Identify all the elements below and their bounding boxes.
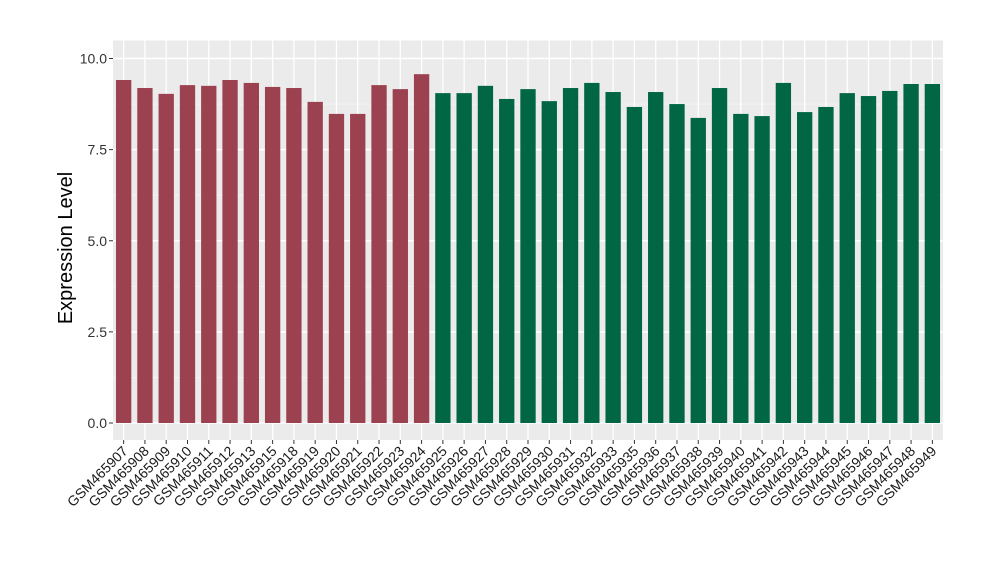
bar-GSM465931 <box>562 88 579 423</box>
bar-GSM465941 <box>754 116 770 423</box>
bar-GSM465938 <box>690 117 706 423</box>
y-tick-label: 2.5 <box>88 324 108 340</box>
bar-GSM465930 <box>541 101 557 424</box>
bar-GSM465911 <box>201 85 217 424</box>
bar-GSM465932 <box>584 82 600 423</box>
bar-GSM465949 <box>924 84 941 423</box>
y-tick-label: 0.0 <box>88 415 108 431</box>
bar-GSM465912 <box>222 80 238 424</box>
bar-GSM465915 <box>264 86 281 423</box>
bar-GSM465908 <box>137 88 153 423</box>
bar-GSM465943 <box>797 112 813 424</box>
bar-GSM465947 <box>882 90 898 424</box>
bar-GSM465923 <box>392 89 408 424</box>
x-axis: GSM465907GSM465908GSM465909GSM465910GSM4… <box>64 440 940 510</box>
bar-GSM465909 <box>158 93 174 423</box>
bar-GSM465929 <box>520 89 536 424</box>
y-tick-label: 7.5 <box>88 142 108 158</box>
bar-GSM465948 <box>903 84 919 423</box>
bar-GSM465935 <box>626 106 643 423</box>
bar-GSM465940 <box>733 113 749 424</box>
bar-GSM465936 <box>648 92 664 423</box>
bar-GSM465920 <box>328 113 345 424</box>
bar-GSM465907 <box>115 80 132 424</box>
bar-GSM465918 <box>286 88 302 423</box>
y-axis: 0.0 2.5 5.0 7.5 10.0 <box>80 51 113 431</box>
bar-GSM465939 <box>711 88 728 423</box>
bar-GSM465926 <box>456 93 472 423</box>
bar-GSM465925 <box>435 93 451 423</box>
bar-GSM465919 <box>307 101 323 424</box>
bar-GSM465927 <box>477 85 494 424</box>
y-tick-label: 5.0 <box>88 233 108 249</box>
bar-GSM465913 <box>243 82 259 423</box>
y-axis-label: Expression Level <box>55 172 77 324</box>
bar-GSM465928 <box>499 98 515 423</box>
bars <box>115 74 941 424</box>
bar-GSM465942 <box>775 82 792 423</box>
bar-GSM465945 <box>839 93 855 423</box>
bar-GSM465910 <box>179 85 196 424</box>
y-tick-label: 10.0 <box>80 51 107 67</box>
bar-GSM465924 <box>413 74 430 424</box>
bar-GSM465946 <box>860 96 877 423</box>
bar-GSM465921 <box>350 113 366 424</box>
bar-GSM465922 <box>371 85 387 424</box>
bar-GSM465937 <box>669 104 685 423</box>
bar-GSM465933 <box>605 92 621 423</box>
bar-GSM465944 <box>818 106 834 423</box>
